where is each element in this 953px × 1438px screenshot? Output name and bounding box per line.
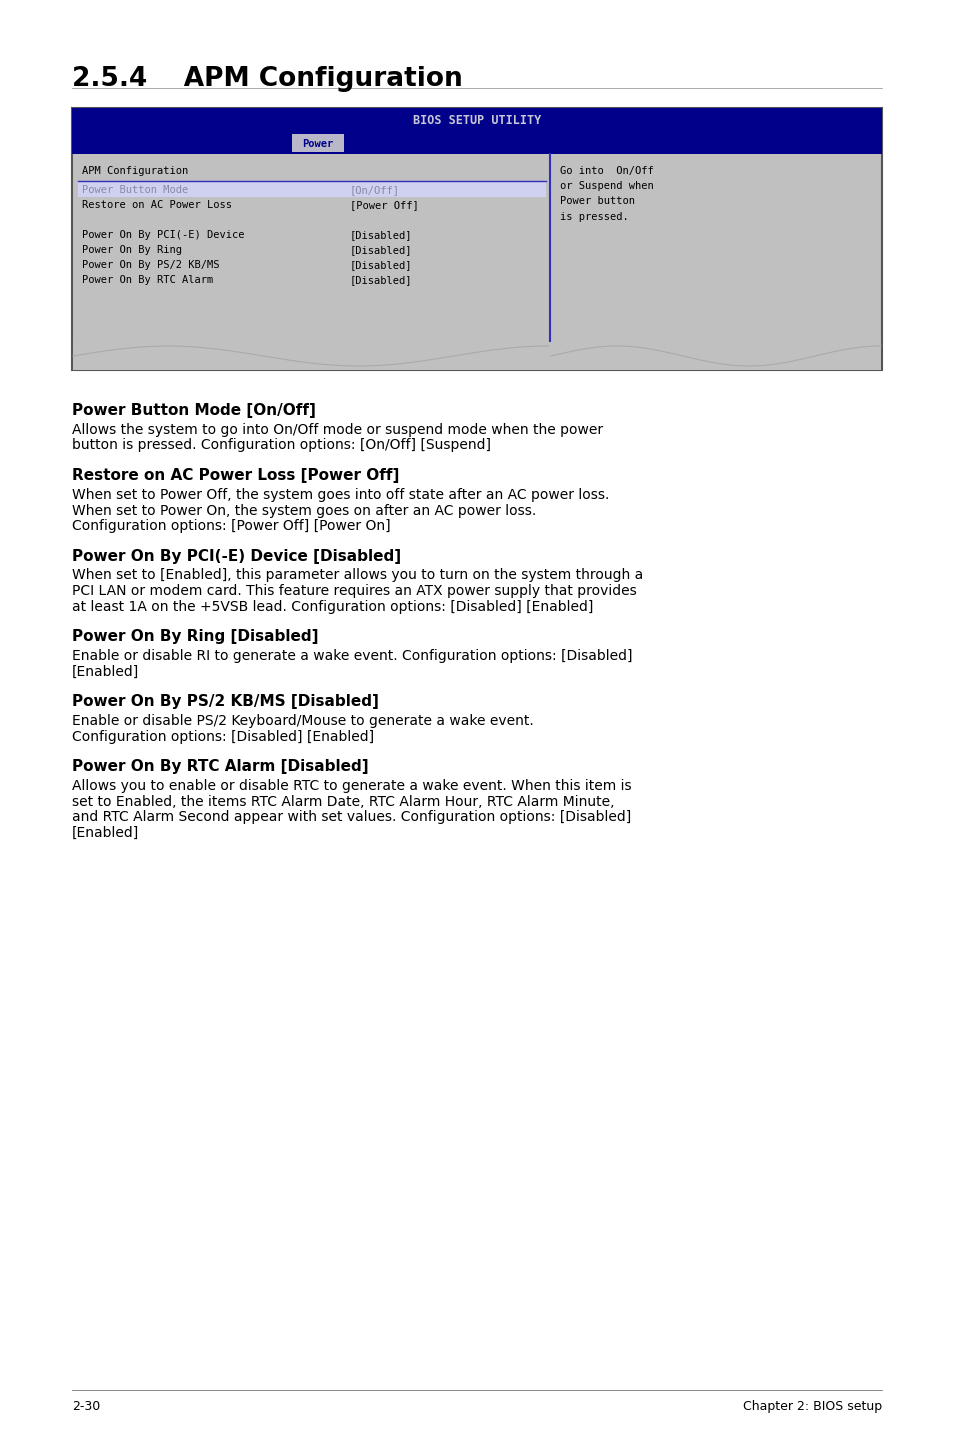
Bar	[71, 108, 882, 134]
Text: [Enabled]: [Enabled]	[71, 825, 139, 840]
Text: Configuration options: [Power Off] [Power On]: Configuration options: [Power Off] [Powe…	[71, 519, 390, 533]
Text: When set to Power On, the system goes on after an AC power loss.: When set to Power On, the system goes on…	[71, 503, 536, 518]
Bar	[78, 183, 545, 197]
Text: set to Enabled, the items RTC Alarm Date, RTC Alarm Hour, RTC Alarm Minute,: set to Enabled, the items RTC Alarm Date…	[71, 795, 614, 808]
Text: button is pressed. Configuration options: [On/Off] [Suspend]: button is pressed. Configuration options…	[71, 439, 491, 453]
Text: Allows you to enable or disable RTC to generate a wake event. When this item is: Allows you to enable or disable RTC to g…	[71, 779, 631, 792]
Text: Power Button Mode: Power Button Mode	[82, 186, 188, 196]
Text: Enable or disable PS/2 Keyboard/Mouse to generate a wake event.: Enable or disable PS/2 Keyboard/Mouse to…	[71, 715, 533, 728]
Text: Power On By RTC Alarm [Disabled]: Power On By RTC Alarm [Disabled]	[71, 759, 368, 774]
Text: Power On By PCI(-E) Device [Disabled]: Power On By PCI(-E) Device [Disabled]	[71, 548, 400, 564]
Text: PCI LAN or modem card. This feature requires an ATX power supply that provides: PCI LAN or modem card. This feature requ…	[71, 584, 636, 598]
Text: Enable or disable RI to generate a wake event. Configuration options: [Disabled]: Enable or disable RI to generate a wake …	[71, 649, 632, 663]
Text: and RTC Alarm Second appear with set values. Configuration options: [Disabled]: and RTC Alarm Second appear with set val…	[71, 810, 631, 824]
Text: Power On By Ring: Power On By Ring	[82, 244, 182, 255]
Text: Power On By PCI(-E) Device: Power On By PCI(-E) Device	[82, 230, 244, 240]
Text: BIOS SETUP UTILITY: BIOS SETUP UTILITY	[413, 115, 540, 128]
Text: Configuration options: [Disabled] [Enabled]: Configuration options: [Disabled] [Enabl…	[71, 729, 374, 743]
Text: Power Button Mode [On/Off]: Power Button Mode [On/Off]	[71, 403, 315, 418]
Text: [Power Off]: [Power Off]	[350, 200, 418, 210]
Text: Restore on AC Power Loss: Restore on AC Power Loss	[82, 200, 232, 210]
Text: Chapter 2: BIOS setup: Chapter 2: BIOS setup	[742, 1401, 882, 1414]
Text: Power On By RTC Alarm: Power On By RTC Alarm	[82, 275, 213, 285]
Text: 2-30: 2-30	[71, 1401, 100, 1414]
Text: Power On By PS/2 KB/MS [Disabled]: Power On By PS/2 KB/MS [Disabled]	[71, 695, 378, 709]
Bar	[71, 108, 882, 370]
Text: [Disabled]: [Disabled]	[350, 260, 412, 270]
Bar	[71, 134, 882, 154]
Text: [Disabled]: [Disabled]	[350, 275, 412, 285]
Text: Go into  On/Off
or Suspend when
Power button
is pressed.: Go into On/Off or Suspend when Power but…	[559, 165, 653, 221]
Bar	[292, 134, 344, 152]
Text: APM Configuration: APM Configuration	[82, 165, 188, 175]
Text: Power On By PS/2 KB/MS: Power On By PS/2 KB/MS	[82, 260, 219, 270]
Text: [Disabled]: [Disabled]	[350, 230, 412, 240]
Text: at least 1A on the +5VSB lead. Configuration options: [Disabled] [Enabled]: at least 1A on the +5VSB lead. Configura…	[71, 600, 593, 614]
Text: When set to [Enabled], this parameter allows you to turn on the system through a: When set to [Enabled], this parameter al…	[71, 568, 642, 582]
Text: Power On By Ring [Disabled]: Power On By Ring [Disabled]	[71, 628, 318, 644]
Text: [On/Off]: [On/Off]	[350, 186, 399, 196]
Text: Restore on AC Power Loss [Power Off]: Restore on AC Power Loss [Power Off]	[71, 467, 399, 483]
Text: 2.5.4    APM Configuration: 2.5.4 APM Configuration	[71, 66, 462, 92]
Text: [Enabled]: [Enabled]	[71, 664, 139, 679]
Bar	[73, 342, 880, 370]
Text: When set to Power Off, the system goes into off state after an AC power loss.: When set to Power Off, the system goes i…	[71, 487, 609, 502]
Text: Power: Power	[302, 139, 334, 150]
Text: Allows the system to go into On/Off mode or suspend mode when the power: Allows the system to go into On/Off mode…	[71, 423, 602, 437]
Text: [Disabled]: [Disabled]	[350, 244, 412, 255]
